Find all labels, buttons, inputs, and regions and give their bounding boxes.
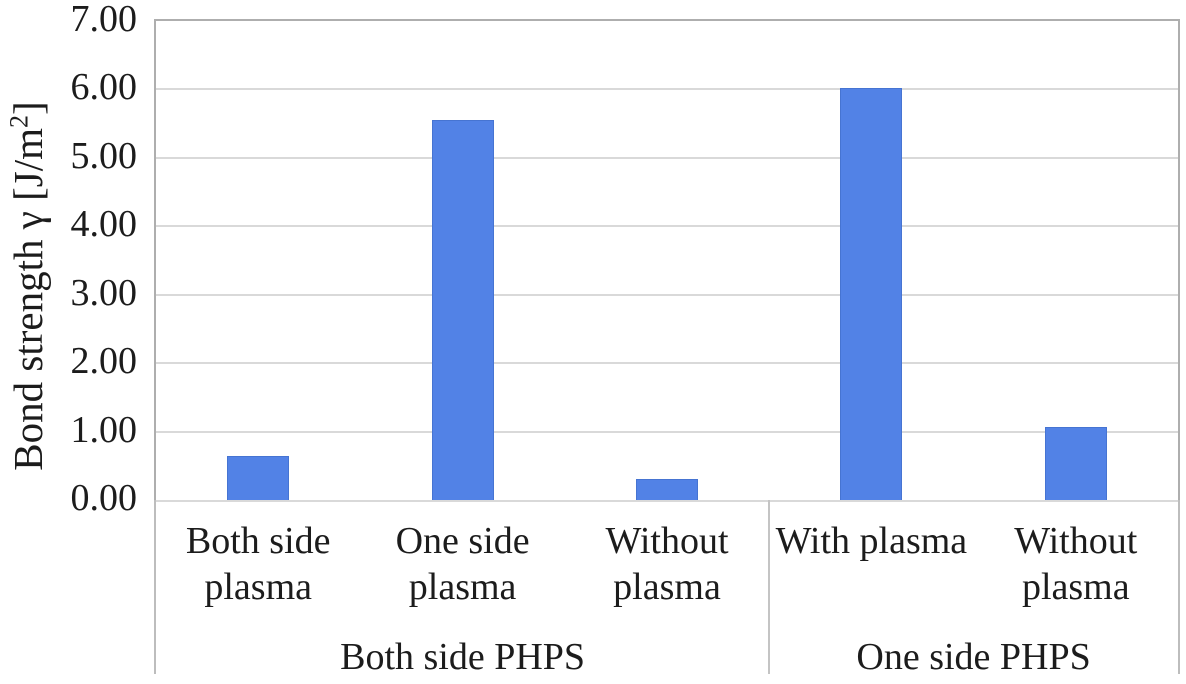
gridline-4 — [156, 225, 1178, 228]
gridline-6 — [156, 88, 1178, 91]
category-label: Without plasma — [605, 520, 729, 608]
bar-one-side-plasma — [431, 120, 494, 500]
group-label: One side PHPS — [856, 636, 1091, 678]
y-tick-label-3.00: 3.00 — [70, 271, 138, 314]
y-tick-label-5.00: 5.00 — [70, 134, 138, 177]
x-axis-label-area: Both side plasma One side plasma Without plas… — [154, 500, 1180, 678]
category-label: One side plasma — [395, 520, 530, 608]
gridline-2 — [156, 362, 1178, 365]
y-tick-label-0.00: 0.00 — [70, 477, 138, 519]
gridline-5 — [156, 156, 1178, 159]
plot-area — [154, 19, 1180, 502]
group-label: Both side PHPS — [340, 636, 586, 678]
bar-both-side-plasma — [227, 455, 290, 500]
y-axis-title-superscript: 2 — [4, 114, 34, 128]
gridline-1 — [156, 430, 1178, 433]
y-tick-label-1.00: 1.00 — [70, 408, 138, 451]
group-divider — [768, 500, 771, 674]
bar-without-plasma — [636, 479, 698, 500]
category-label: Without plasma — [1014, 520, 1138, 608]
x-axis-line — [156, 500, 1178, 502]
category-label: With plasma — [775, 520, 968, 562]
y-tick-label-4.00: 4.00 — [70, 203, 138, 246]
bar-without-plasma — [1044, 426, 1107, 500]
y-tick-label-7.00: 7.00 — [70, 0, 138, 40]
y-tick-label-2.00: 2.00 — [70, 340, 138, 383]
gridline-3 — [156, 293, 1178, 296]
category-label: Both side plasma — [185, 520, 331, 608]
y-tick-label-6.00: 6.00 — [70, 66, 138, 109]
bar-with-plasma — [840, 88, 903, 500]
